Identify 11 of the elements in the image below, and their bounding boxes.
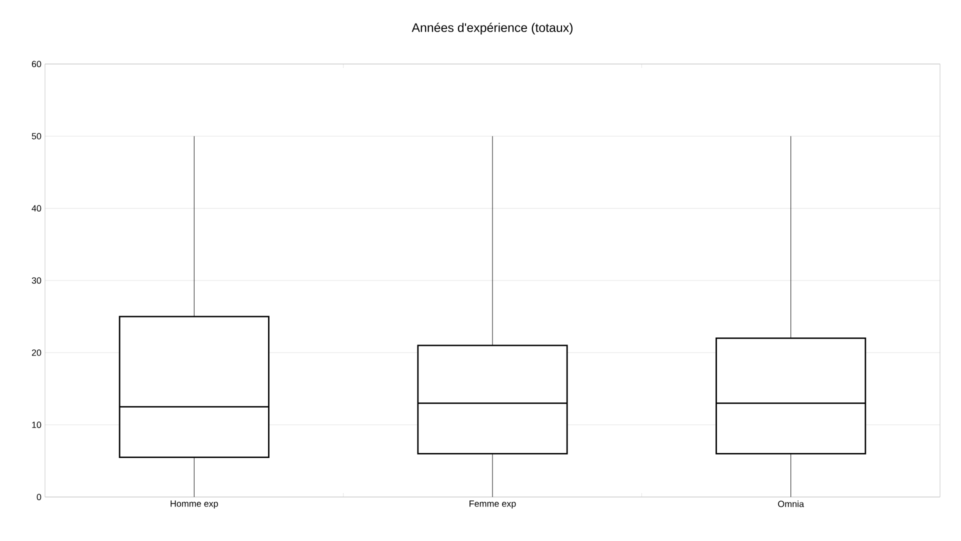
chart-title: Années d'expérience (totaux) <box>412 22 572 34</box>
x-tick-label: Omnia <box>778 500 804 508</box>
y-tick-label: 10 <box>32 422 42 428</box>
y-tick-label: 60 <box>32 60 42 68</box>
y-tick-label: 40 <box>32 205 42 212</box>
x-tick-label: Homme exp <box>170 500 218 509</box>
y-tick-label: 50 <box>32 132 42 140</box>
y-tick-label: 0 <box>36 494 42 500</box>
x-tick-label: Femme exp <box>470 500 516 509</box>
y-tick-label: 30 <box>32 277 42 284</box>
y-tick-label: 20 <box>32 349 42 356</box>
